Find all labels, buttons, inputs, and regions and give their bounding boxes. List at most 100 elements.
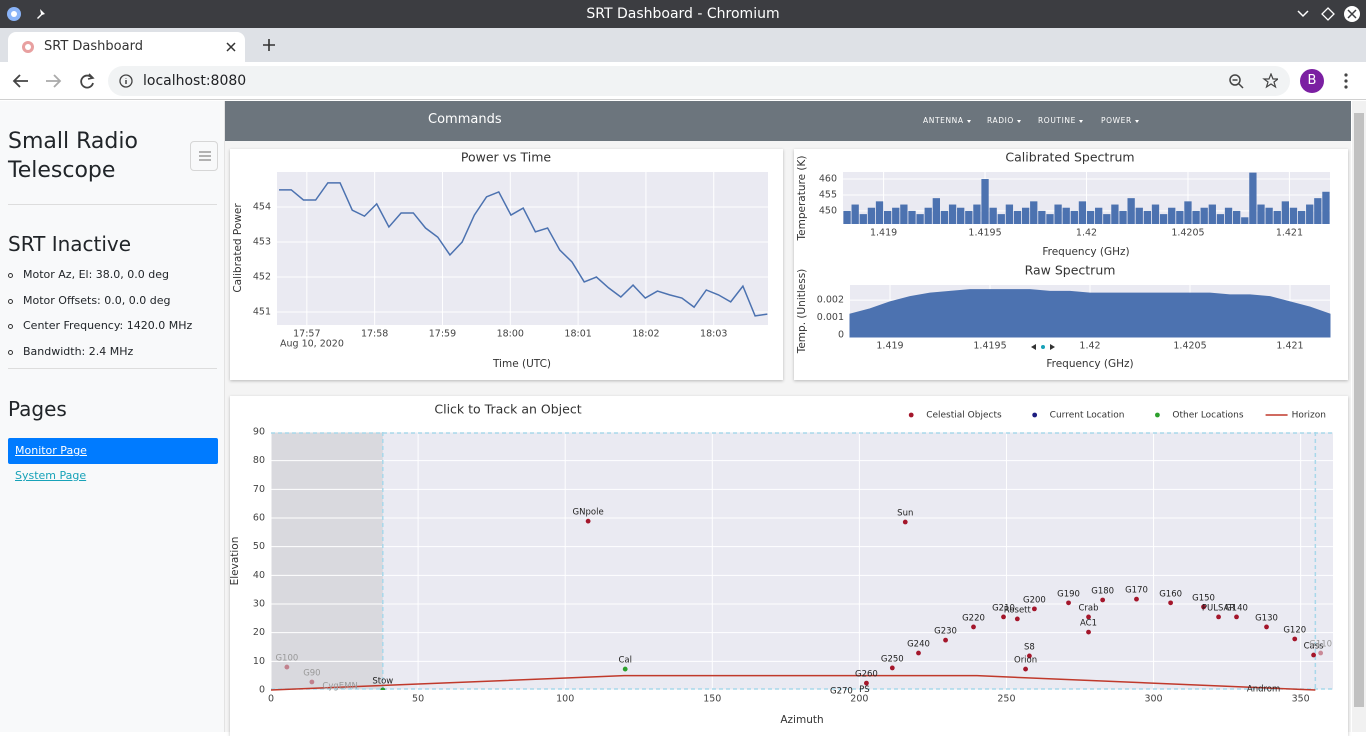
scroll-thumb[interactable] xyxy=(1354,113,1364,707)
object-marker[interactable] xyxy=(1086,614,1091,620)
tab-close[interactable] xyxy=(226,42,236,52)
address-bar[interactable]: localhost:8080 xyxy=(108,66,1290,96)
object-marker[interactable] xyxy=(1168,600,1174,606)
bar xyxy=(965,210,973,224)
object-marker[interactable] xyxy=(1066,600,1071,606)
nav-buttons[interactable] xyxy=(12,72,98,90)
page-link[interactable]: Monitor Page xyxy=(8,438,218,464)
object-marker[interactable] xyxy=(916,650,921,656)
y-tick-label: 90 xyxy=(253,427,265,438)
object-marker[interactable] xyxy=(1023,666,1028,672)
new-tab[interactable] xyxy=(262,38,276,52)
y-tick-label: 450 xyxy=(819,205,837,216)
object-marker[interactable] xyxy=(622,666,628,672)
object-label: AC1 xyxy=(1080,619,1097,629)
object-label: Cass xyxy=(1304,642,1325,652)
menu-dots[interactable] xyxy=(1343,73,1349,89)
x-tick-label: 250 xyxy=(997,694,1015,705)
object-marker[interactable] xyxy=(1032,606,1037,612)
window-controls[interactable] xyxy=(1292,5,1362,23)
object-marker[interactable] xyxy=(864,680,869,686)
tab[interactable]: SRT Dashboard xyxy=(8,32,245,62)
object-marker[interactable] xyxy=(1318,650,1324,656)
object-marker[interactable] xyxy=(1234,614,1239,620)
toolbar: localhost:8080 B xyxy=(0,62,1366,100)
bar xyxy=(948,204,957,224)
bar xyxy=(1086,210,1095,224)
object-marker[interactable] xyxy=(902,519,908,525)
object-marker[interactable] xyxy=(1086,629,1091,635)
bar xyxy=(997,214,1005,224)
object-label: G270 xyxy=(830,687,853,697)
omni-icons[interactable] xyxy=(1228,73,1278,89)
bar xyxy=(908,210,916,224)
object-marker[interactable] xyxy=(309,679,315,685)
menu[interactable]: RADIO xyxy=(987,116,1021,125)
object-marker[interactable] xyxy=(1134,596,1139,602)
x-tick-label: 1.4205 xyxy=(1171,228,1204,239)
object-label: G230 xyxy=(934,627,957,637)
bar xyxy=(1013,210,1022,224)
object-marker[interactable] xyxy=(889,665,895,671)
bar xyxy=(1119,210,1127,224)
bar xyxy=(875,201,884,224)
bar xyxy=(916,214,924,224)
bar xyxy=(1184,201,1192,224)
bar xyxy=(843,210,851,224)
chart-title: Power vs Time xyxy=(461,150,552,165)
bar xyxy=(859,214,867,224)
object-marker[interactable] xyxy=(1292,636,1298,642)
info-icon xyxy=(119,74,133,88)
scrollbar[interactable] xyxy=(1352,101,1366,732)
object-marker[interactable] xyxy=(284,664,290,670)
sidebar-toggle[interactable] xyxy=(190,141,218,171)
object-marker[interactable] xyxy=(1201,604,1206,610)
object-marker[interactable] xyxy=(1027,653,1032,659)
object-marker[interactable] xyxy=(1261,696,1266,701)
bar xyxy=(1216,214,1225,224)
object-marker[interactable] xyxy=(1100,597,1106,603)
object-marker[interactable] xyxy=(1014,616,1020,622)
status-item: Motor Offsets: 0.0, 0.0 deg xyxy=(8,293,192,319)
carousel-nav[interactable] xyxy=(1031,344,1055,350)
object-label: G210 xyxy=(992,603,1015,613)
bar xyxy=(1314,198,1322,224)
y-tick-label: 0.001 xyxy=(817,312,844,323)
object-marker[interactable] xyxy=(380,687,386,693)
x-tick-label: 18:02 xyxy=(632,329,659,340)
x-tick-label: 18:03 xyxy=(700,329,727,340)
object-marker[interactable] xyxy=(971,624,976,630)
bar xyxy=(1168,207,1176,224)
page-link[interactable]: System Page xyxy=(15,469,87,482)
object-marker[interactable] xyxy=(943,637,948,643)
menu[interactable]: ANTENNA xyxy=(923,116,971,125)
object-label: Cal xyxy=(618,656,632,666)
profile-avatar[interactable]: B xyxy=(1300,69,1324,93)
object-marker[interactable] xyxy=(1264,624,1269,630)
object-label: G90 xyxy=(303,668,320,678)
x-tick-label: 1.421 xyxy=(1276,341,1303,352)
object-marker[interactable] xyxy=(338,692,343,697)
x-tick-label: 150 xyxy=(703,694,721,705)
object-marker[interactable] xyxy=(1001,614,1006,620)
plot-area xyxy=(277,172,768,325)
menu[interactable]: ROUTINE xyxy=(1038,116,1083,125)
object-marker[interactable] xyxy=(1311,652,1316,658)
bar xyxy=(1233,210,1241,224)
legend-marker xyxy=(1032,412,1038,418)
bar xyxy=(1257,204,1265,224)
legend-label: Horizon xyxy=(1292,411,1326,421)
bar xyxy=(1151,204,1160,224)
legend-marker xyxy=(1155,412,1160,418)
bar xyxy=(1078,201,1087,224)
object-marker[interactable] xyxy=(585,518,591,524)
y-tick-label: 455 xyxy=(819,189,837,200)
object-marker[interactable] xyxy=(839,698,844,703)
object-marker[interactable] xyxy=(1216,614,1221,620)
object-label: G120 xyxy=(1283,625,1306,635)
menu[interactable]: POWER xyxy=(1101,116,1139,125)
object-label: G130 xyxy=(1255,613,1278,623)
chart-title: Raw Spectrum xyxy=(1025,263,1116,278)
line xyxy=(279,182,768,317)
bar xyxy=(1322,191,1330,224)
